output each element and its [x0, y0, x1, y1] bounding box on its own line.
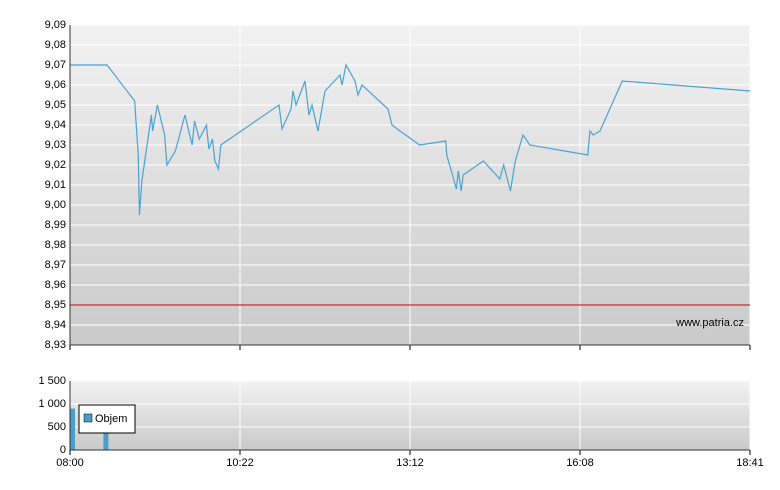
legend-label: Objem [95, 413, 127, 425]
y-tick-label: 1 000 [38, 398, 66, 410]
y-tick-label: 9,03 [45, 139, 66, 151]
y-tick-label: 8,94 [45, 319, 66, 331]
y-tick-label: 9,09 [45, 19, 66, 31]
y-tick-label: 1 500 [38, 375, 66, 387]
legend-swatch [83, 413, 93, 423]
y-tick-label: 9,00 [45, 199, 66, 211]
y-tick-label: 8,98 [45, 239, 66, 251]
y-tick-label: 9,07 [45, 59, 66, 71]
x-tick-label: 16:08 [566, 457, 594, 469]
y-tick-label: 9,05 [45, 99, 66, 111]
y-tick-label: 9,04 [45, 119, 66, 131]
y-tick-label: 8,95 [45, 299, 66, 311]
x-tick-label: 18:41 [736, 457, 764, 469]
x-tick-label: 13:12 [396, 457, 424, 469]
y-tick-label: 9,06 [45, 79, 66, 91]
y-tick-label: 8,93 [45, 339, 66, 351]
y-tick-label: 9,08 [45, 39, 66, 51]
y-tick-label: 500 [48, 421, 66, 433]
y-tick-label: 8,96 [45, 279, 66, 291]
price-line [70, 63, 751, 216]
watermark: www.patria.cz [675, 317, 744, 329]
volume-bar [70, 408, 75, 450]
y-tick-label: 8,97 [45, 259, 66, 271]
y-tick-label: 9,02 [45, 159, 66, 171]
y-tick-label: 8,99 [45, 219, 66, 231]
x-tick-label: 10:22 [226, 457, 254, 469]
x-tick-label: 08:00 [56, 457, 84, 469]
y-tick-label: 9,01 [45, 179, 66, 191]
y-tick-label: 0 [60, 444, 66, 456]
